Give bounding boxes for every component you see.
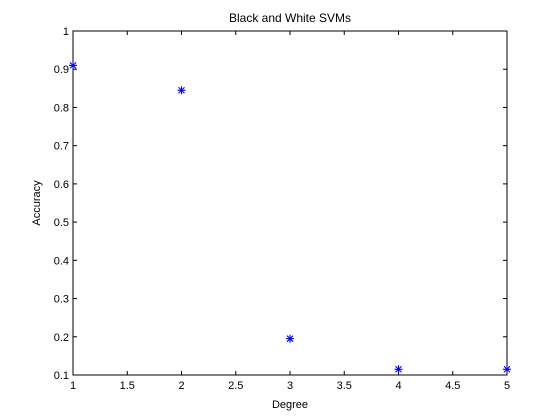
x-tick-label: 4.5	[445, 380, 460, 392]
x-tick-label: 3	[287, 380, 293, 392]
y-tick-label: 0.8	[54, 102, 69, 114]
x-axis: 1 1.5 2 2.5 3 3.5 4 4.5 5	[70, 31, 510, 392]
y-axis-label: Accuracy	[31, 180, 43, 226]
x-tick-label: 4	[395, 380, 401, 392]
data-point	[177, 86, 186, 95]
plot-area	[73, 31, 507, 375]
data-point	[286, 334, 294, 343]
data-point	[503, 365, 511, 374]
y-tick-label: 0.3	[54, 294, 69, 306]
x-axis-label: Degree	[272, 399, 308, 411]
y-tick-label: 1	[63, 26, 69, 38]
x-tick-label: 1	[70, 380, 76, 392]
data-series	[69, 61, 511, 374]
y-tick-label: 0.7	[54, 141, 69, 153]
y-tick-label: 0.2	[54, 332, 69, 344]
x-tick-label: 2.5	[228, 380, 243, 392]
y-tick-label: 0.1	[54, 370, 69, 382]
y-tick-label: 0.6	[54, 179, 69, 191]
x-tick-label: 5	[504, 380, 510, 392]
x-tick-label: 2	[178, 380, 184, 392]
chart-title: Black and White SVMs	[229, 11, 351, 25]
data-point	[69, 61, 77, 70]
y-tick-label: 0.9	[54, 64, 69, 76]
y-axis: 0.1 0.2 0.3 0.4 0.5 0.6 0.7 0.8 0.9 1	[54, 26, 507, 382]
x-tick-label: 3.5	[337, 380, 352, 392]
y-tick-label: 0.4	[54, 255, 69, 267]
x-tick-label: 1.5	[120, 380, 135, 392]
y-tick-label: 0.5	[54, 217, 69, 229]
data-point	[394, 365, 403, 374]
